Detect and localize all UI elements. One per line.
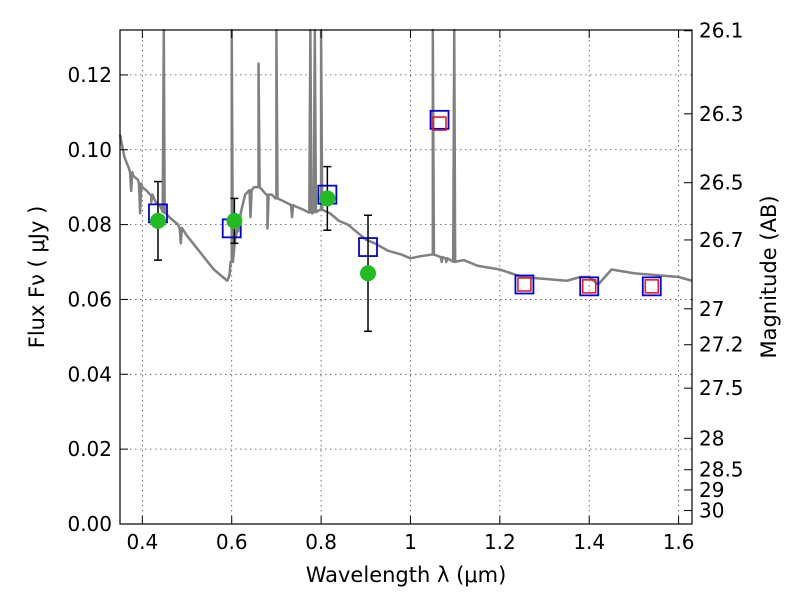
- y-tick-label: 0.10: [67, 138, 112, 162]
- x-tick-label: 0.8: [305, 530, 337, 554]
- mag-tick-label: 26.3: [699, 102, 744, 126]
- x-tick-label: 0.6: [216, 530, 248, 554]
- x-tick-label: 0.4: [126, 530, 158, 554]
- y-tick-label: 0.00: [67, 512, 112, 536]
- x-tick-label: 1: [404, 530, 417, 554]
- mag-tick-label: 27.2: [699, 333, 744, 357]
- model-sed-line: [118, 28, 693, 286]
- mag-tick-label: 26.5: [699, 171, 744, 195]
- observed-data-point: [319, 190, 336, 207]
- mag-tick-label: 30: [699, 499, 724, 523]
- observed-data-point: [149, 212, 166, 229]
- y-tick-label: 0.06: [67, 287, 112, 311]
- grid-lines: [120, 30, 692, 525]
- y-tick-label: 0.08: [67, 213, 112, 237]
- x-tick-label: 1.4: [573, 530, 605, 554]
- x-tick-label: 1.6: [663, 530, 695, 554]
- model-photometry-marker: [579, 276, 600, 297]
- y-tick-label: 0.12: [67, 63, 112, 87]
- plot-frame: [119, 29, 693, 525]
- y-tick-label: 0.02: [67, 437, 112, 461]
- plot-area: [118, 28, 693, 333]
- mag-tick-label: 28: [699, 426, 724, 450]
- mag-tick-label: 29: [699, 478, 724, 502]
- nir-photometry-marker: [432, 116, 447, 131]
- y2-axis-label: Magnitude (AB): [757, 195, 781, 358]
- model-photometry-marker: [641, 276, 662, 297]
- mag-tick-label: 28.5: [699, 458, 744, 482]
- observed-data-point: [226, 212, 243, 229]
- nir-photometry-marker: [644, 279, 660, 294]
- nir-photometry-marker: [517, 277, 532, 292]
- model-photometry-marker: [514, 274, 535, 295]
- observed-data-point: [360, 265, 377, 282]
- x-tick-label: 1.2: [484, 530, 516, 554]
- mag-tick-label: 27: [699, 297, 724, 321]
- axes: 0.4 0.6 0.8 1 1.2 1.4 1.6 0.00 0.02 0.04 0.06 0.08 0…: [67, 19, 743, 554]
- mag-tick-label: 27.5: [699, 376, 744, 400]
- y-axis-label: Flux Fν ( μJy ): [25, 206, 49, 349]
- model-photometry-marker: [429, 109, 450, 130]
- mag-tick-label: 26.7: [699, 228, 744, 252]
- mag-tick-label: 26.1: [699, 19, 744, 43]
- x-axis-label: Wavelength λ (μm): [306, 563, 507, 587]
- y-tick-label: 0.04: [67, 362, 112, 386]
- nir-photometry-marker: [581, 279, 597, 294]
